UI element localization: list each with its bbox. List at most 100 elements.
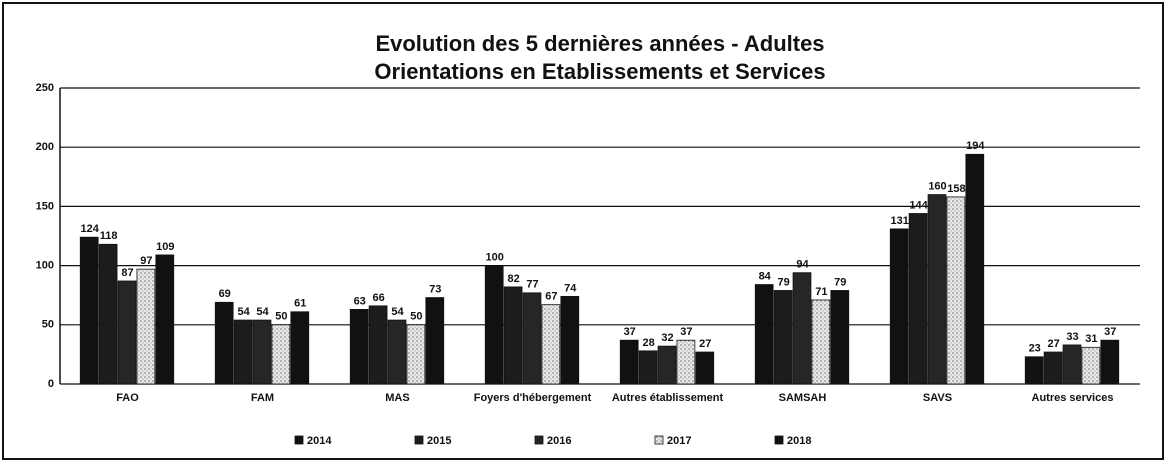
- bar: [503, 286, 523, 385]
- bar: [271, 324, 291, 385]
- bar: [79, 236, 99, 385]
- value-label: 31: [1085, 333, 1097, 345]
- bar: [136, 268, 156, 385]
- bar: [406, 324, 426, 385]
- value-label: 71: [815, 286, 827, 298]
- x-tick-label: SAMSAH: [779, 392, 827, 404]
- value-label: 37: [624, 326, 636, 338]
- value-label: 118: [100, 230, 118, 242]
- bar: [676, 339, 696, 385]
- bar: [638, 350, 658, 385]
- value-label: 32: [661, 332, 673, 344]
- legend-label: 2017: [667, 435, 691, 447]
- value-label: 109: [156, 241, 174, 253]
- value-label: 124: [81, 223, 100, 235]
- legend-swatch: [774, 435, 784, 445]
- bar: [484, 265, 504, 385]
- bar: [117, 280, 137, 385]
- legend-label: 2018: [787, 435, 811, 447]
- bar: [560, 295, 580, 385]
- value-label: 33: [1066, 331, 1078, 343]
- value-label: 54: [256, 306, 269, 318]
- value-label: 27: [1047, 338, 1059, 350]
- bar: [1100, 339, 1120, 385]
- bar: [1024, 356, 1044, 385]
- value-label: 74: [564, 282, 577, 294]
- legend-swatch: [414, 435, 424, 445]
- value-label: 61: [294, 298, 306, 310]
- value-label: 97: [140, 255, 152, 267]
- bar: [657, 345, 677, 385]
- y-tick-label: 150: [36, 200, 54, 212]
- chart-title: Evolution des 5 dernières années - Adult…: [375, 31, 824, 56]
- value-label: 54: [391, 306, 404, 318]
- bar: [773, 290, 793, 385]
- value-label: 94: [796, 259, 809, 271]
- value-label: 79: [777, 276, 789, 288]
- value-label: 194: [966, 140, 985, 152]
- bar: [290, 311, 310, 385]
- legend-label: 2015: [427, 435, 451, 447]
- bar: [830, 290, 850, 385]
- bar: [908, 213, 928, 385]
- bar: [214, 301, 234, 385]
- value-label: 144: [909, 199, 928, 211]
- value-label: 54: [237, 306, 250, 318]
- value-label: 66: [372, 292, 384, 304]
- value-label: 27: [699, 338, 711, 350]
- value-label: 131: [891, 215, 909, 227]
- legend-swatch: [654, 435, 664, 445]
- bar: [1043, 351, 1063, 385]
- value-label: 84: [759, 270, 772, 282]
- bar: [889, 228, 909, 385]
- bar: [541, 304, 561, 385]
- value-label: 100: [486, 252, 504, 264]
- value-label: 73: [429, 283, 441, 295]
- legend-label: 2016: [547, 435, 571, 447]
- bar: [522, 292, 542, 385]
- value-label: 23: [1029, 343, 1041, 355]
- x-tick-label: SAVS: [923, 392, 952, 404]
- bar: [946, 196, 966, 385]
- value-label: 158: [947, 183, 965, 195]
- bar: [155, 254, 175, 385]
- bar: [754, 284, 774, 385]
- value-label: 69: [219, 288, 231, 300]
- x-tick-label: Autres services: [1032, 392, 1114, 404]
- legend-label: 2014: [307, 435, 332, 447]
- y-tick-label: 100: [36, 260, 54, 272]
- bar: [927, 194, 947, 385]
- y-tick-label: 0: [48, 378, 54, 390]
- value-label: 82: [507, 273, 519, 285]
- bar: [233, 319, 253, 385]
- y-tick-label: 250: [36, 82, 54, 94]
- value-label: 50: [275, 311, 287, 323]
- bar: [387, 319, 407, 385]
- bar: [965, 153, 985, 385]
- value-label: 160: [928, 180, 946, 192]
- bar: [368, 305, 388, 385]
- bar: [792, 272, 812, 385]
- y-tick-label: 200: [36, 141, 54, 153]
- bar: [425, 297, 445, 385]
- value-label: 63: [354, 295, 366, 307]
- value-label: 37: [1104, 326, 1116, 338]
- x-tick-label: MAS: [385, 392, 409, 404]
- x-tick-label: FAM: [251, 392, 274, 404]
- chart-subtitle: Orientations en Etablissements et Servic…: [374, 59, 825, 84]
- bar: [1081, 346, 1101, 385]
- legend-swatch: [534, 435, 544, 445]
- value-label: 87: [121, 267, 133, 279]
- value-label: 79: [834, 276, 846, 288]
- value-label: 37: [680, 326, 692, 338]
- x-tick-label: Autres établissement: [612, 392, 724, 404]
- y-tick-label: 50: [42, 319, 54, 331]
- value-label: 28: [642, 337, 654, 349]
- bar: [811, 299, 831, 385]
- bar: [252, 319, 272, 385]
- bar: [1062, 344, 1082, 385]
- bar: [349, 309, 369, 385]
- value-label: 67: [545, 291, 557, 303]
